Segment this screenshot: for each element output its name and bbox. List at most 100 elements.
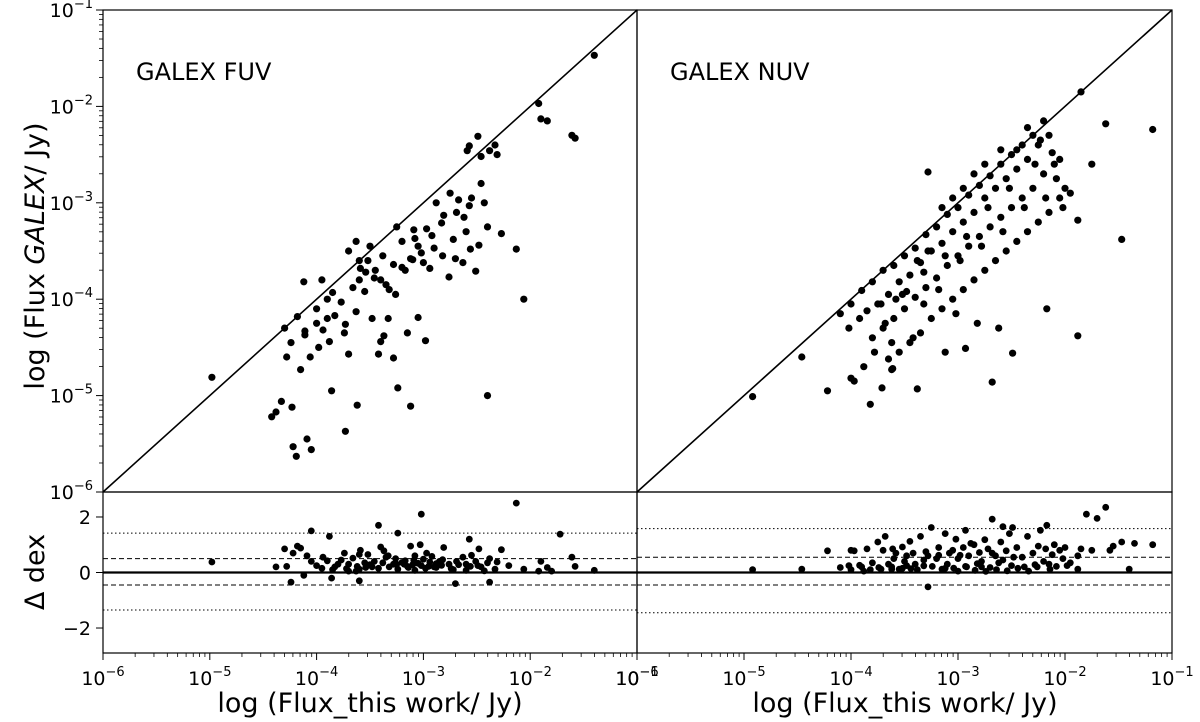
data-point [483,392,492,400]
delta-point [1020,563,1028,571]
data-point [382,281,390,289]
data-point [319,326,327,334]
delta-point [1149,541,1157,549]
y-tick-label: 10−4 [50,286,93,311]
data-point [340,329,348,337]
data-point [1013,237,1021,245]
delta-point [1048,551,1056,559]
data-point [991,257,1000,265]
data-point [341,427,349,435]
delta-point [328,574,335,582]
data-point [895,348,903,356]
delta-point [1009,524,1016,531]
data-point [900,305,909,313]
data-point [389,354,398,362]
delta-point [465,535,473,543]
delta-point [1125,565,1133,573]
data-point [459,259,467,267]
data-point [927,314,935,323]
data-point [362,268,370,276]
data-point [1045,208,1053,216]
data-point [430,244,438,252]
data-point [1149,125,1157,134]
data-point [1074,332,1082,340]
data-point [590,51,598,59]
delta-point [962,526,969,534]
data-point [535,99,543,108]
delta-point [1074,565,1082,573]
delta-point [920,556,928,564]
delta-point [913,566,921,574]
delta-point [1102,503,1110,511]
delta-point [1025,567,1032,575]
data-point [272,408,280,416]
delta-point [208,558,216,566]
data-point [1052,175,1060,183]
delta-point [368,563,376,571]
data-point [920,268,928,276]
delta-point [907,565,915,572]
x-tick-label: 10−6 [81,665,124,690]
data-point [466,245,474,253]
delta-point [520,565,528,573]
x-tick-label: 10−3 [402,665,445,690]
data-point [318,276,326,284]
data-point [452,208,461,216]
data-point [297,366,305,374]
delta-point [1006,530,1013,537]
delta-point [394,565,402,573]
data-point [866,400,874,408]
data-point [845,324,853,332]
data-point [877,300,885,308]
data-point [1077,88,1085,96]
data-point [352,308,360,316]
delta-point [888,565,896,573]
delta-point [491,565,499,573]
data-point [749,393,757,401]
delta-point [392,555,399,562]
delta-point [447,565,455,572]
delta-point [956,551,964,559]
data-point [371,266,379,274]
delta-point [480,567,488,575]
data-point [1043,305,1051,313]
data-point [313,305,321,313]
data-point [959,286,967,294]
delta-point [382,553,390,561]
delta-point [468,551,475,559]
data-point [398,237,406,245]
data-point [868,334,877,342]
delta-point [571,563,579,570]
data-point [924,168,932,176]
delta-point [911,560,919,568]
data-point [954,204,962,212]
delta-point [935,551,943,559]
delta-point [984,545,992,553]
delta-point [568,553,576,561]
data-point [483,223,492,231]
data-point [1048,149,1056,157]
delta-point [1029,549,1037,557]
delta-point [798,565,806,573]
delta-point [1131,540,1138,547]
delta-point [1010,553,1017,561]
data-point [997,160,1005,168]
delta-point [856,561,863,569]
x-tick-label: 10−3 [936,665,979,690]
delta-point [417,510,425,518]
delta-point [1034,542,1042,550]
delta-point [1074,552,1082,560]
delta-point [920,562,928,570]
delta-point [297,544,304,552]
data-point [850,377,858,385]
data-point [856,314,864,323]
delta-y-axis-label: Δ dex [20,534,51,610]
delta-point [355,577,363,585]
data-point [888,339,896,347]
data-point [970,276,978,284]
delta-point [863,545,871,553]
data-point [493,151,501,159]
one-to-one-line [102,9,638,493]
delta-point [959,544,967,551]
